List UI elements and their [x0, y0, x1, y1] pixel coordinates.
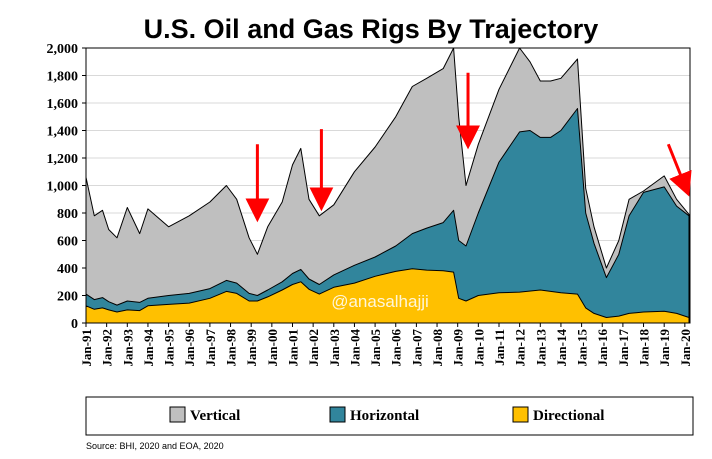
x-tick-label-5: Jan-96 — [182, 329, 197, 367]
x-tick-label-25: Jan-16 — [595, 329, 610, 367]
x-tick-label-18: Jan-09 — [451, 329, 466, 367]
legend-swatch-vertical — [169, 406, 186, 423]
x-tick-label-11: Jan-02 — [306, 329, 321, 367]
annotation-arrows — [245, 72, 692, 223]
x-tick-label-26: Jan-17 — [616, 329, 631, 367]
x-tick-label-0: Jan-91 — [79, 329, 94, 367]
source-note: Source: BHI, 2020 and EOA, 2020 — [86, 441, 224, 451]
x-tick-label-23: Jan-14 — [554, 329, 569, 367]
y-tick-label-5: 1,000 — [47, 180, 79, 195]
y-tick-label-10: 2,000 — [47, 42, 79, 57]
x-tick-label-17: Jan-08 — [430, 329, 445, 367]
x-tick-label-22: Jan-13 — [533, 329, 548, 367]
area-series — [85, 47, 690, 324]
area-directional — [85, 268, 690, 324]
y-tick-label-4: 800 — [57, 207, 78, 222]
arrow-3 — [666, 143, 692, 197]
x-tick-label-20: Jan-11 — [492, 329, 507, 366]
y-tick-label-0: 0 — [71, 317, 78, 332]
x-tick-label-19: Jan-10 — [471, 329, 486, 367]
y-tick-label-6: 1,200 — [47, 152, 79, 167]
x-tick-label-12: Jan-03 — [327, 329, 342, 367]
x-tick-label-15: Jan-06 — [389, 329, 404, 367]
y-tick-label-8: 1,600 — [47, 97, 79, 112]
x-tick-label-21: Jan-12 — [513, 329, 528, 367]
x-tick-label-24: Jan-15 — [575, 329, 590, 367]
area-horizontal — [85, 108, 690, 324]
x-tick-label-14: Jan-05 — [368, 329, 383, 367]
x-tick-label-8: Jan-99 — [244, 329, 259, 367]
y-tick-label-7: 1,400 — [47, 125, 79, 140]
legend-label-directional: Directional — [533, 408, 604, 424]
x-tick-label-29: Jan-20 — [678, 329, 693, 367]
x-tick-label-9: Jan-00 — [265, 329, 280, 367]
y-axis-ticks: 0 200 400 600 800 1,000 1,200 1,400 1,600 1,800 2,… — [47, 42, 86, 332]
legend-swatch-directional — [512, 406, 529, 423]
x-tick-label-4: Jan-95 — [162, 329, 177, 367]
x-tick-label-6: Jan-97 — [203, 329, 218, 367]
y-tick-label-1: 200 — [57, 290, 78, 305]
legend: Vertical Horizontal Directional — [85, 396, 694, 436]
x-axis-ticks: Jan-91 Jan-92 Jan-93 Jan-94 Jan-95 Jan-96 Jan-… — [79, 323, 693, 367]
y-tick-label-3: 600 — [57, 235, 78, 250]
x-tick-label-3: Jan-94 — [141, 329, 156, 367]
x-tick-label-27: Jan-18 — [637, 329, 652, 367]
x-tick-label-28: Jan-19 — [657, 329, 672, 367]
legend-label-horizontal: Horizontal — [350, 408, 419, 424]
legend-swatch-horizontal — [329, 406, 346, 423]
y-tick-label-2: 400 — [57, 262, 78, 277]
x-tick-label-16: Jan-07 — [409, 329, 424, 367]
chart-title: U.S. Oil and Gas Rigs By Trajectory — [144, 14, 599, 44]
x-tick-label-10: Jan-01 — [285, 329, 300, 367]
y-tick-label-9: 1,800 — [47, 70, 79, 85]
legend-label-vertical: Vertical — [190, 408, 240, 424]
x-tick-label-7: Jan-98 — [224, 329, 239, 367]
legend-box — [85, 396, 694, 436]
x-tick-label-1: Jan-92 — [100, 329, 115, 367]
x-tick-label-13: Jan-04 — [347, 329, 362, 367]
x-tick-label-2: Jan-93 — [120, 329, 135, 367]
watermark-text: @anasalhajji — [331, 292, 429, 311]
